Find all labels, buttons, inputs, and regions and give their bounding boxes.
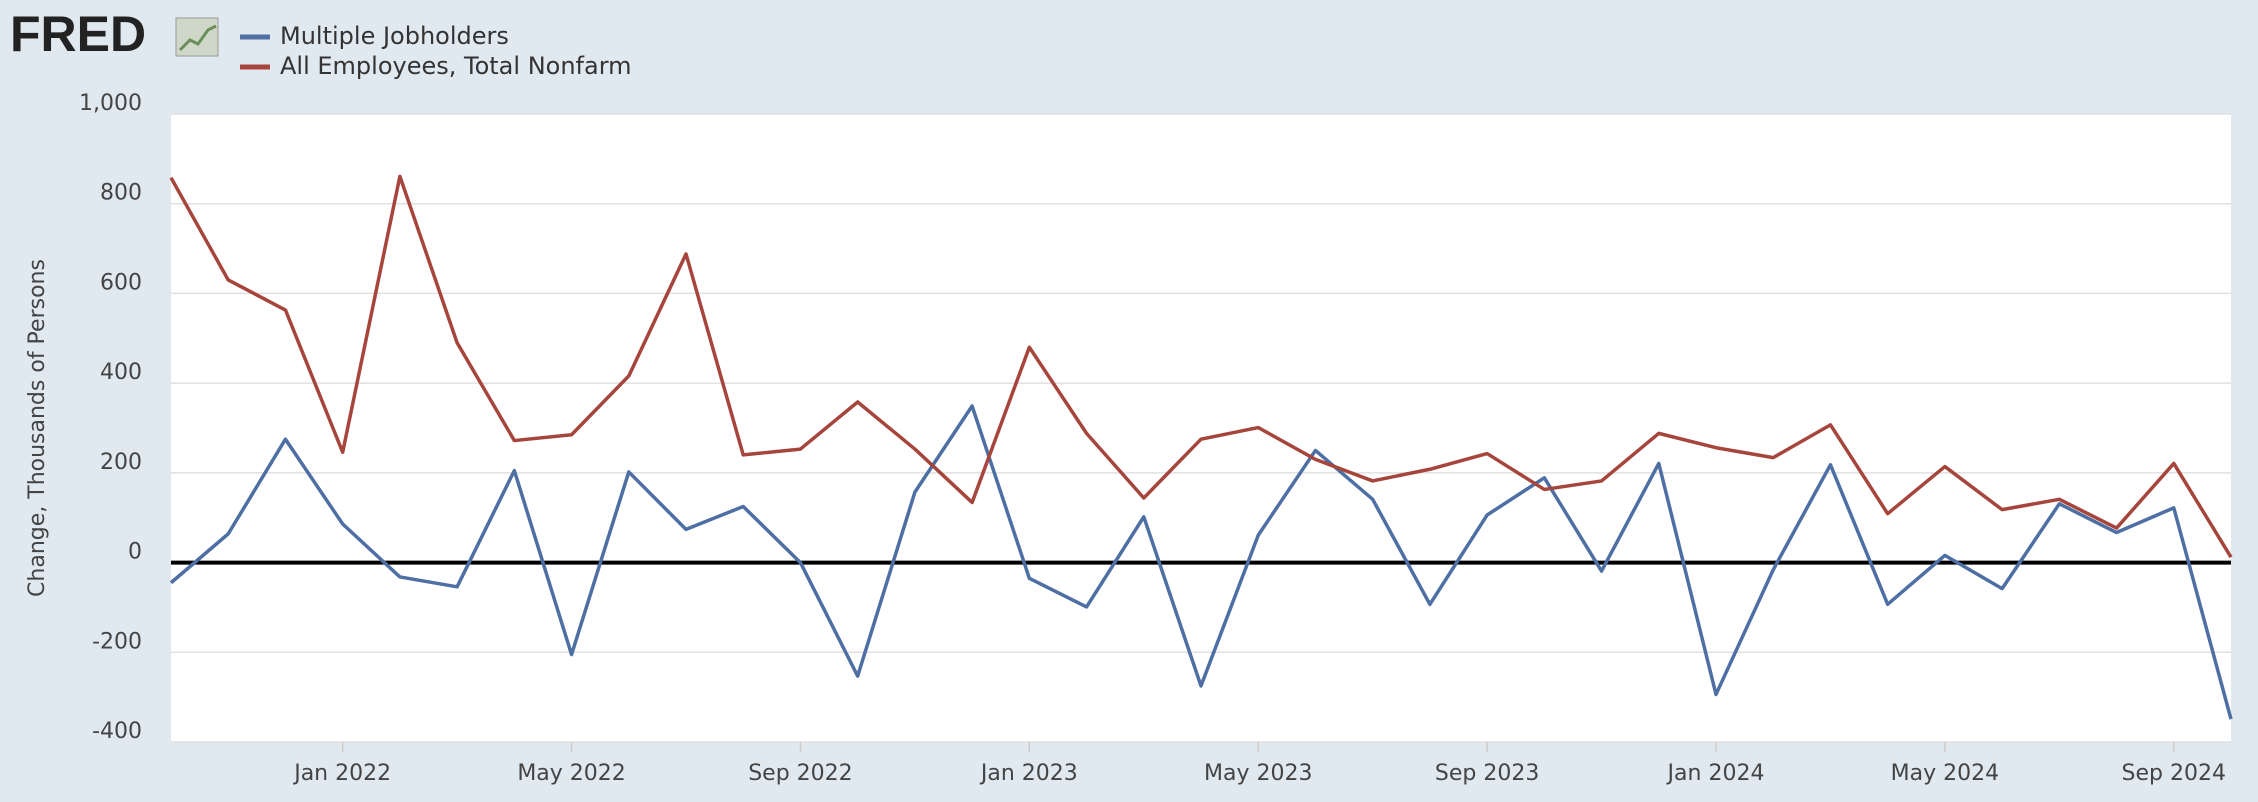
x-tick-label: May 2023 [1204,761,1312,786]
series-line [169,174,2233,559]
x-tick-label: Jan 2022 [292,761,391,786]
y-tick-label: -400 [92,719,142,744]
logo-icon [175,17,219,57]
logo: FRED [10,6,146,62]
y-tick-label: 1,000 [79,91,142,116]
x-tick-label: Jan 2023 [979,761,1078,786]
legend-label: All Employees, Total Nonfarm [280,52,632,80]
legend-label: Multiple Jobholders [280,22,509,50]
x-tick-label: Sep 2024 [2122,761,2226,786]
x-tick-label: Jan 2024 [1666,761,1765,786]
y-tick-label: 800 [100,181,142,206]
y-tick-label: 200 [100,450,142,475]
y-tick-label: 600 [100,270,142,295]
y-tick-label: -200 [92,629,142,654]
y-tick-label: 0 [128,540,142,565]
y-axis-label: Change, Thousands of Persons [25,259,50,597]
y-tick-label: 400 [100,360,142,385]
plot-area [171,114,2231,742]
x-tick-label: Sep 2022 [748,761,852,786]
series-line [169,404,2233,720]
x-tick-label: May 2024 [1891,761,1999,786]
x-tick-label: Sep 2023 [1435,761,1539,786]
x-tick-label: May 2022 [517,761,625,786]
